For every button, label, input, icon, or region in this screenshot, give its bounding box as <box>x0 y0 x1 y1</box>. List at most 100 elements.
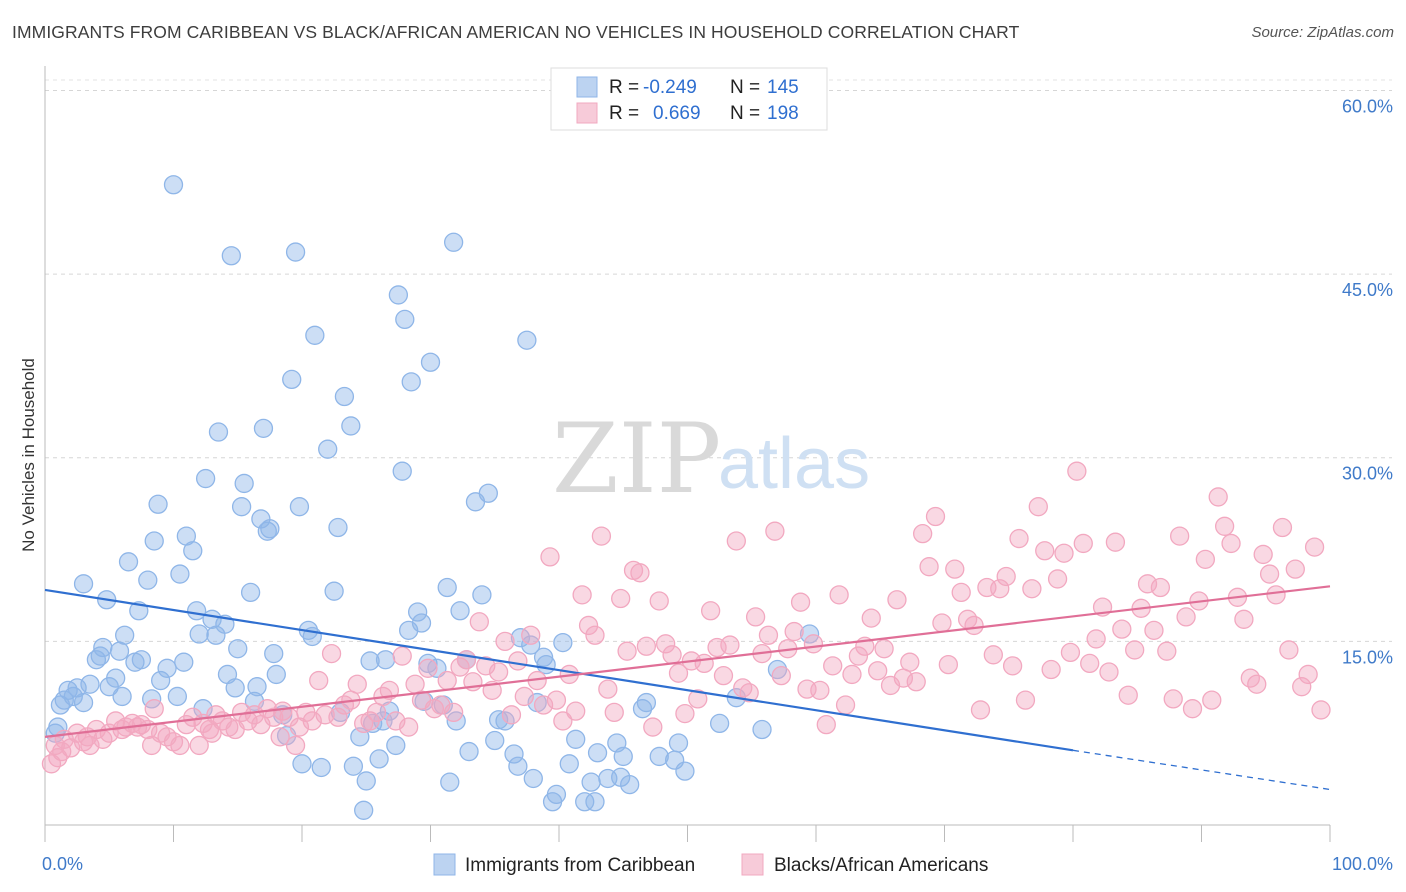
data-point <box>668 663 689 683</box>
y-tick-label: 60.0% <box>1342 96 1393 116</box>
data-point <box>379 680 400 700</box>
data-point <box>861 608 881 628</box>
data-point <box>495 631 515 652</box>
data-point <box>150 670 171 691</box>
x-tick-label: 0.0% <box>42 854 83 874</box>
data-point <box>420 352 441 372</box>
data-point <box>504 744 524 764</box>
data-point <box>459 741 479 762</box>
data-point <box>546 690 567 710</box>
data-point <box>1253 544 1273 565</box>
trend-line <box>44 588 1074 752</box>
data-point <box>266 664 286 685</box>
data-point <box>225 678 245 698</box>
chart-title: IMMIGRANTS FROM CARIBBEAN VS BLACK/AFRIC… <box>12 22 1020 42</box>
data-point <box>700 601 721 621</box>
data-point <box>521 635 541 655</box>
data-point <box>662 645 682 665</box>
stats-r-value-caribbean: -0.249 <box>643 77 697 98</box>
data-point <box>675 761 695 781</box>
data-point <box>906 672 926 692</box>
data-point <box>585 792 605 812</box>
data-point <box>282 369 302 390</box>
data-point <box>324 581 344 601</box>
data-point <box>386 735 406 756</box>
data-point <box>1157 641 1177 661</box>
data-point <box>285 735 306 756</box>
data-point <box>407 602 428 622</box>
data-point <box>285 242 306 262</box>
data-point <box>1047 569 1068 589</box>
data-point <box>231 497 252 517</box>
data-point <box>485 730 505 751</box>
data-point <box>109 641 130 661</box>
data-point <box>189 624 209 644</box>
data-point <box>566 701 586 721</box>
data-point <box>1285 559 1305 579</box>
data-point <box>1041 659 1061 680</box>
data-point <box>591 526 612 546</box>
y-axis-label: No Vehicles in Household <box>19 358 38 552</box>
y-tick-label: 15.0% <box>1342 647 1393 667</box>
data-point <box>925 506 946 527</box>
data-point <box>575 792 595 812</box>
data-point <box>964 615 984 636</box>
data-point <box>919 557 939 577</box>
data-point <box>613 746 633 767</box>
legend-label-caribbean: Immigrants from Caribbean <box>465 855 695 876</box>
watermark: ZIP atlas <box>552 403 870 515</box>
data-point <box>1311 700 1331 720</box>
data-point <box>1022 579 1042 599</box>
stats-swatch-caribbean <box>576 76 598 98</box>
legend-swatch-black <box>741 853 764 876</box>
data-point <box>996 566 1016 587</box>
data-point <box>790 592 811 612</box>
data-point <box>1272 517 1293 538</box>
data-point <box>1195 549 1216 569</box>
data-point <box>1292 677 1312 697</box>
data-point <box>1028 497 1048 517</box>
data-point <box>257 521 277 541</box>
data-point <box>745 607 766 627</box>
data-point <box>572 585 592 605</box>
data-point <box>311 757 331 778</box>
data-point <box>585 625 605 645</box>
data-point <box>508 756 528 776</box>
data-point <box>823 656 843 676</box>
data-point <box>587 743 608 763</box>
data-point <box>649 746 669 767</box>
data-point <box>472 585 492 605</box>
data-point <box>990 579 1010 599</box>
data-point <box>112 686 132 707</box>
data-point <box>536 654 556 675</box>
data-point <box>115 625 135 645</box>
data-point <box>720 635 740 655</box>
data-point <box>411 613 432 633</box>
data-point <box>951 582 971 603</box>
data-point <box>418 658 438 678</box>
data-point <box>93 637 113 658</box>
data-point <box>292 754 312 774</box>
data-point <box>174 652 194 672</box>
data-point <box>118 552 139 572</box>
data-point <box>514 686 534 707</box>
data-point <box>73 574 94 594</box>
data-point <box>945 559 965 579</box>
data-point <box>1086 629 1106 649</box>
data-point <box>163 175 184 195</box>
data-point <box>148 494 168 514</box>
data-point <box>1279 640 1299 660</box>
data-point <box>694 653 714 674</box>
x-tick-labels: 0.0% 100.0% <box>42 854 1393 874</box>
data-point <box>443 232 464 252</box>
data-point <box>1067 461 1087 481</box>
data-point <box>356 771 376 791</box>
data-point <box>848 646 869 666</box>
data-point <box>1182 699 1203 719</box>
data-point <box>437 670 457 691</box>
y-tick-label: 30.0% <box>1342 464 1393 484</box>
data-point <box>709 713 730 734</box>
data-point <box>1259 564 1280 584</box>
data-point <box>900 652 920 672</box>
data-point <box>566 729 586 749</box>
